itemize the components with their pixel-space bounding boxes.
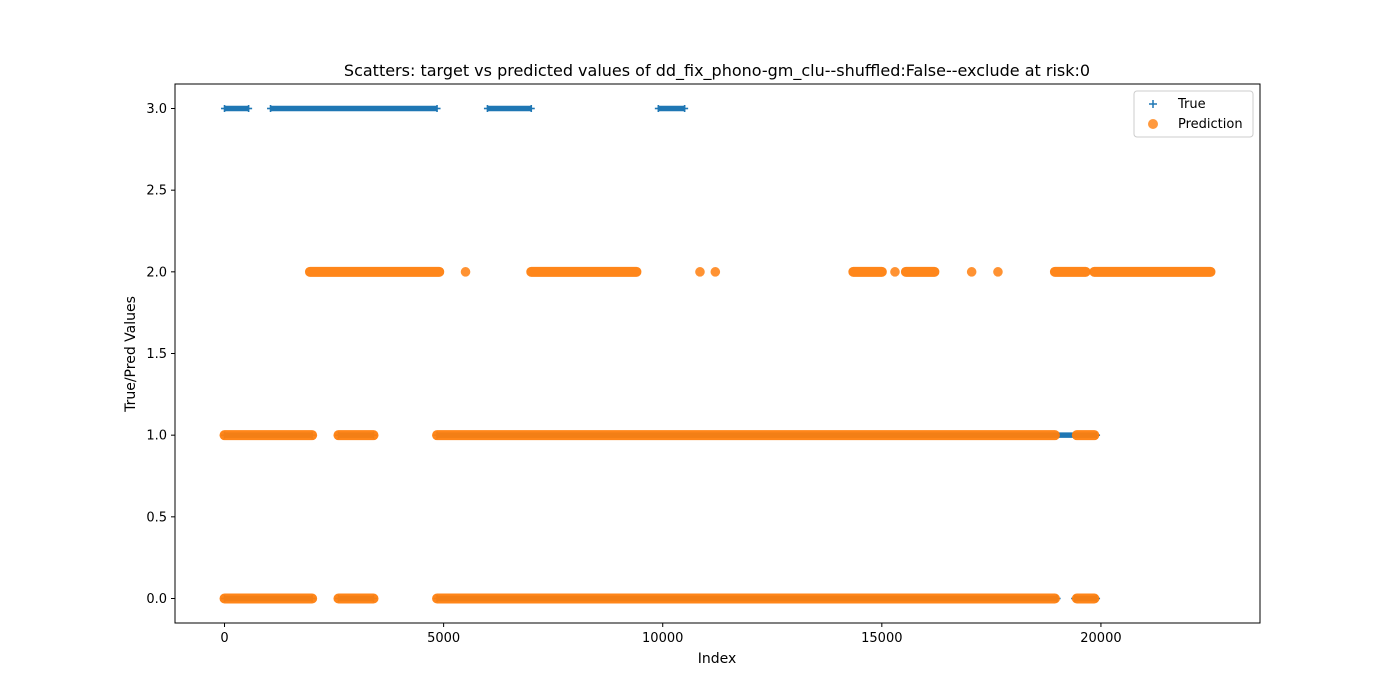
x-tick-label: 10000 <box>642 631 683 646</box>
y-tick-label: 3.0 <box>146 102 167 117</box>
y-tick-label: 2.0 <box>146 265 167 280</box>
x-axis-label: Index <box>698 651 737 667</box>
true-point-run <box>654 105 689 112</box>
y-tick-label: 2.5 <box>146 184 167 199</box>
x-tick-label: 15000 <box>861 631 902 646</box>
y-tick-label: 0.0 <box>146 592 167 607</box>
legend-box <box>1133 90 1254 138</box>
prediction-point <box>460 267 471 277</box>
chart-title: Scatters: target vs predicted values of … <box>344 61 1090 81</box>
legend-prediction-label: Prediction <box>1178 117 1243 132</box>
prediction-point <box>890 267 900 277</box>
plot-area <box>219 105 1216 604</box>
x-tick-label: 5000 <box>427 631 460 646</box>
plot-frame <box>174 83 1261 624</box>
x-tick-label: 0 <box>220 631 228 646</box>
legend-true-marker <box>1149 100 1157 108</box>
true-point-run <box>483 105 535 112</box>
prediction-point <box>993 267 1003 277</box>
true-point-run <box>221 105 253 112</box>
legend: True Prediction <box>1133 90 1254 138</box>
x-axis: 0 5000 10000 15000 20000 <box>220 623 1122 646</box>
y-axis: 0.0 0.5 1.0 1.5 2.0 2.5 3.0 <box>146 102 175 607</box>
y-tick-label: 1.5 <box>146 347 167 362</box>
prediction-point <box>966 267 977 277</box>
prediction-point <box>695 267 705 277</box>
true-point-run <box>267 105 441 112</box>
y-tick-label: 1.0 <box>146 429 167 444</box>
legend-true-label: True <box>1177 97 1206 112</box>
legend-prediction-marker <box>1148 119 1158 129</box>
prediction-point <box>710 267 721 277</box>
x-tick-label: 20000 <box>1080 631 1121 646</box>
y-tick-label: 0.5 <box>146 510 167 525</box>
y-axis-label: True/Pred Values <box>123 296 139 413</box>
